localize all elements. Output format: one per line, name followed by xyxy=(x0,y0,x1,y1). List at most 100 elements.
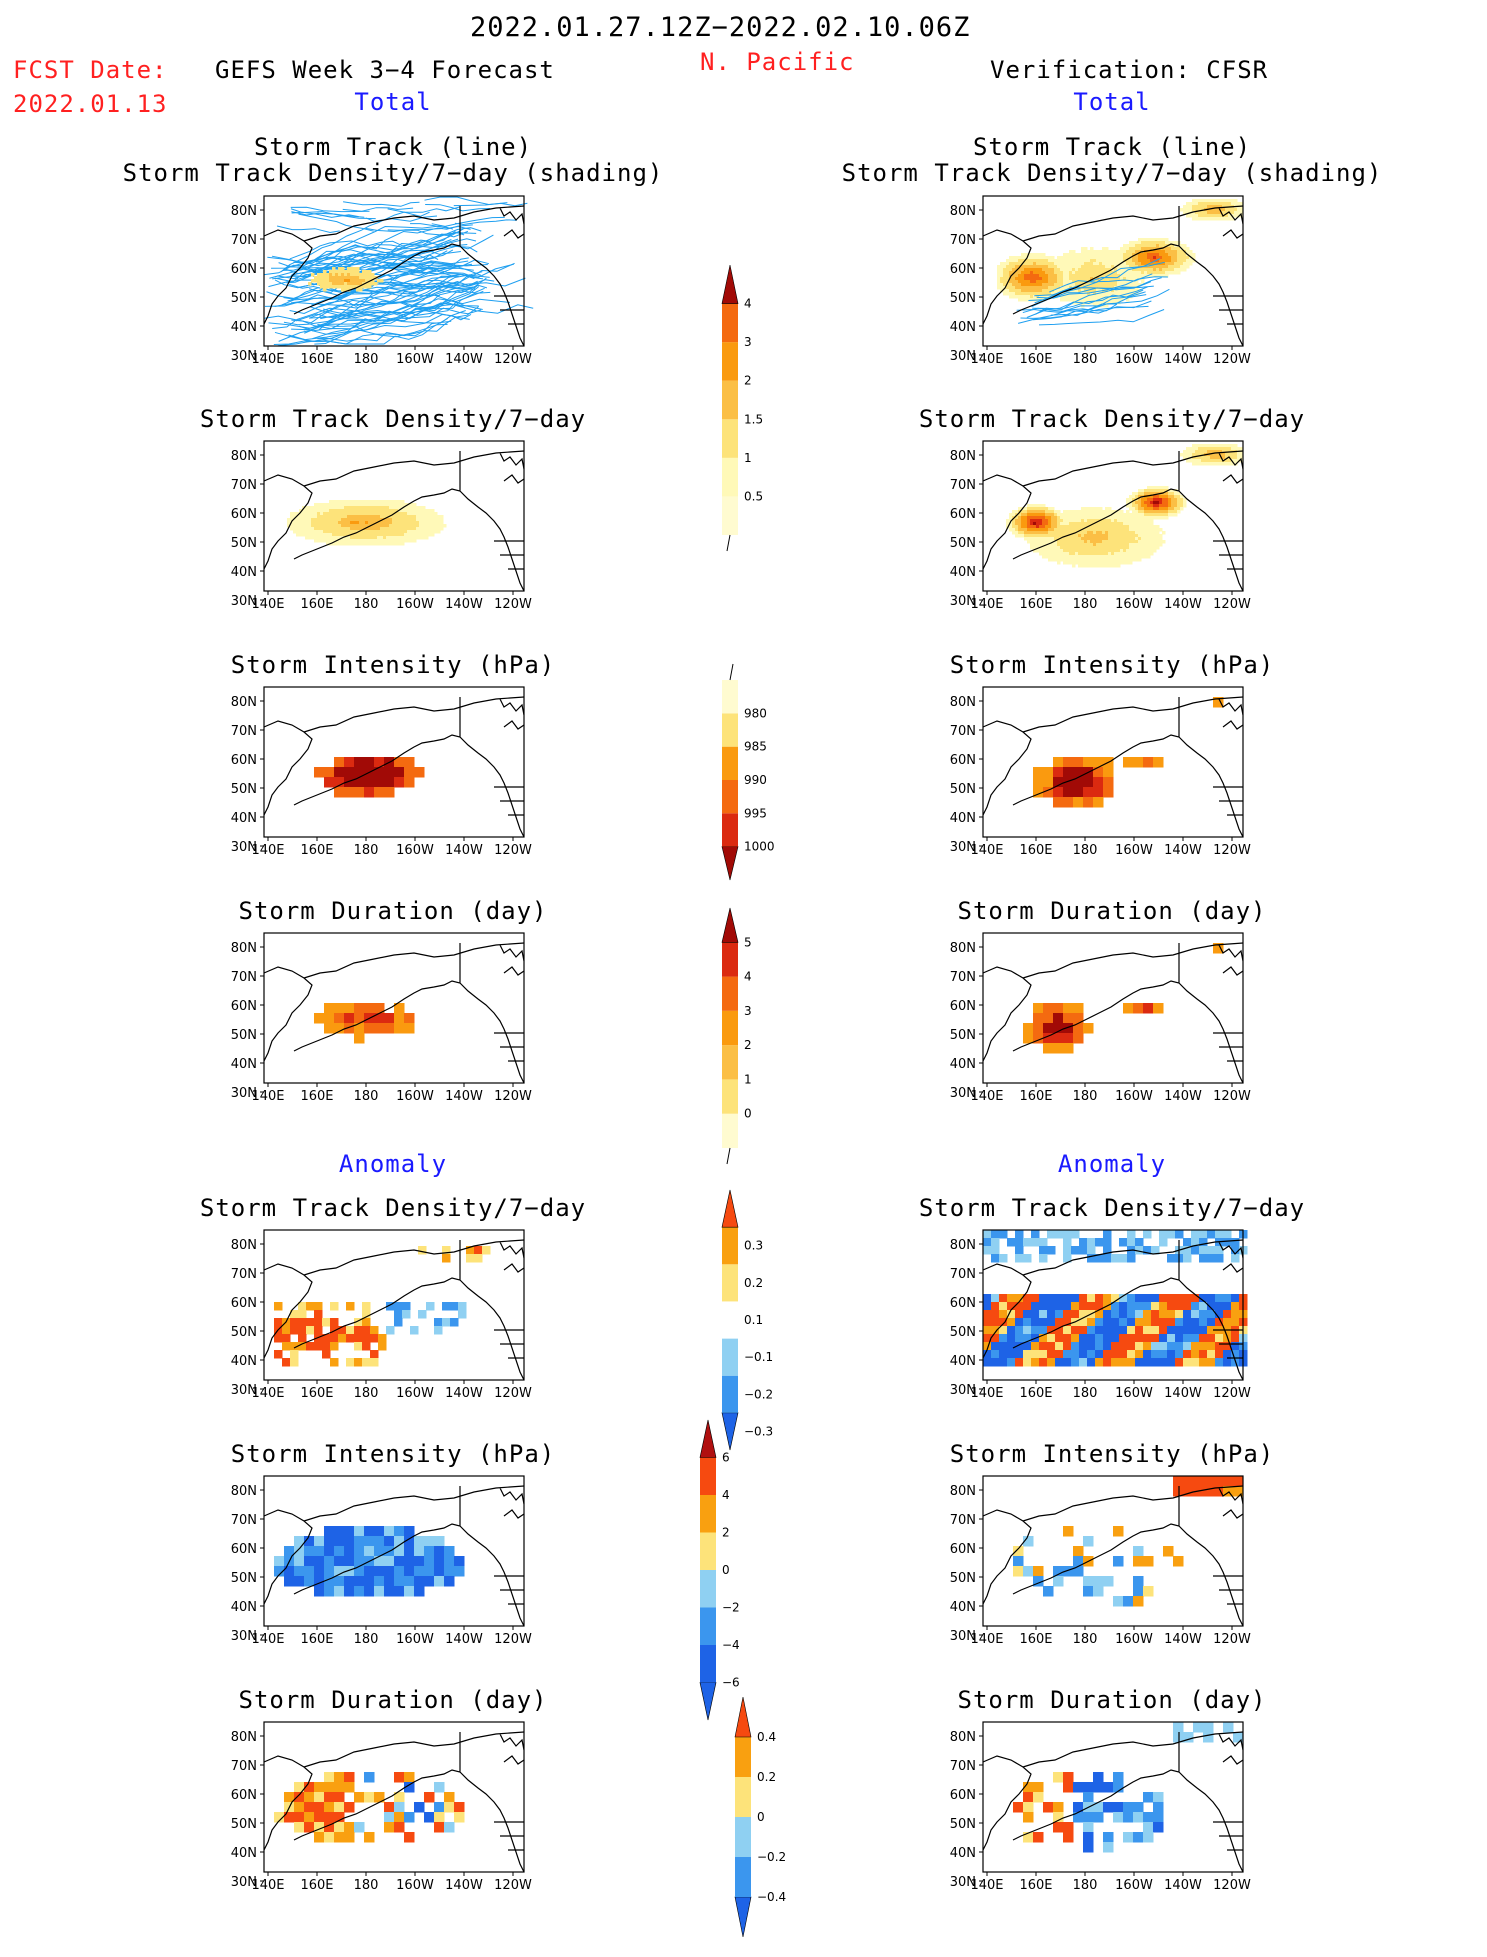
colorbar-tick-label: 1 xyxy=(744,1072,752,1086)
lat-tick-label: 30N xyxy=(950,1629,976,1644)
lon-tick-label: 160W xyxy=(396,1632,434,1647)
lon-tick-label: 140E xyxy=(251,1089,284,1104)
lon-tick-label: 160W xyxy=(1115,1089,1153,1104)
lon-tick-label: 140E xyxy=(970,1632,1003,1647)
lon-tick-label: 140W xyxy=(1164,1632,1202,1647)
lon-tick-label: 140E xyxy=(251,1878,284,1893)
lat-tick-label: 70N xyxy=(231,478,257,493)
colorbar-tick-label: −0.1 xyxy=(744,1350,773,1364)
lon-tick-label: 160W xyxy=(396,843,434,858)
lat-tick-label: 80N xyxy=(231,695,257,710)
lat-tick-label: 30N xyxy=(950,1875,976,1890)
lon-tick-label: 160W xyxy=(1115,597,1153,612)
lat-tick-label: 50N xyxy=(231,536,257,551)
lat-tick-label: 60N xyxy=(231,1788,257,1803)
lon-tick-label: 140W xyxy=(445,1386,483,1401)
lat-tick-label: 80N xyxy=(231,1730,257,1745)
lat-tick-label: 50N xyxy=(950,1571,976,1586)
colorbar-tick-label: 0 xyxy=(744,1107,752,1121)
lat-tick-label: 50N xyxy=(231,1028,257,1043)
lon-tick-label: 140W xyxy=(445,352,483,367)
lat-tick-label: 80N xyxy=(231,941,257,956)
lon-tick-label: 140W xyxy=(1164,1386,1202,1401)
colorbar-tick-label: 6 xyxy=(722,1451,730,1465)
lon-tick-label: 120W xyxy=(494,1386,532,1401)
colorbar-tick-label: 980 xyxy=(744,706,767,720)
lat-tick-label: 30N xyxy=(231,1383,257,1398)
lat-tick-label: 40N xyxy=(231,320,257,335)
colorbar-tick-label: −0.2 xyxy=(757,1850,786,1864)
lon-tick-label: 160E xyxy=(300,352,333,367)
colorbar-density-total: 0.5 1 1.5 2 3 4 xyxy=(721,264,763,552)
lon-tick-label: 140W xyxy=(1164,1089,1202,1104)
lat-tick-label: 80N xyxy=(231,1238,257,1253)
lat-tick-label: 50N xyxy=(950,1817,976,1832)
lat-tick-label: 30N xyxy=(231,1629,257,1644)
lat-tick-label: 70N xyxy=(950,1267,976,1282)
fcst-date-label: FCST Date: xyxy=(13,56,168,84)
lat-tick-label: 50N xyxy=(231,1325,257,1340)
lat-tick-label: 70N xyxy=(231,970,257,985)
lat-tick-label: 30N xyxy=(231,840,257,855)
lon-tick-label: 120W xyxy=(1213,1632,1251,1647)
panel-title-intensity-right: Storm Intensity (hPa) xyxy=(949,651,1275,679)
colorbar-tick-label: 3 xyxy=(744,335,752,349)
lon-tick-label: 180 xyxy=(1073,1878,1098,1893)
colorbar-tick-label: 1 xyxy=(744,451,752,465)
lon-tick-label: 140E xyxy=(251,1386,284,1401)
colorbar-intensity-anomaly: −6 −4 −2 0 2 4 6 xyxy=(699,1419,740,1721)
lat-tick-label: 40N xyxy=(950,1846,976,1861)
lon-tick-label: 180 xyxy=(354,352,379,367)
fcst-date-value: 2022.01.13 xyxy=(13,90,168,118)
lon-tick-label: 120W xyxy=(494,1089,532,1104)
colorbar-tick-label: 0.2 xyxy=(744,1276,763,1290)
lon-tick-label: 120W xyxy=(494,352,532,367)
lon-tick-label: 160E xyxy=(1019,1632,1052,1647)
lon-tick-label: 160W xyxy=(396,1089,434,1104)
colorbar-tick-label: 1000 xyxy=(744,840,775,854)
lon-tick-label: 160E xyxy=(1019,352,1052,367)
lon-tick-label: 140E xyxy=(970,843,1003,858)
lat-tick-label: 40N xyxy=(231,811,257,826)
colorbar-density-anomaly: −0.3 −0.2 −0.1 0.1 0.2 0.3 xyxy=(721,1189,773,1451)
lat-tick-label: 80N xyxy=(950,1730,976,1745)
colorbar-intensity-total: 1000 995 990 985 980 xyxy=(721,663,775,881)
forecast-title: GEFS Week 3−4 Forecast xyxy=(215,56,555,84)
lat-tick-label: 60N xyxy=(231,999,257,1014)
lat-tick-label: 30N xyxy=(950,349,976,364)
lon-tick-label: 160W xyxy=(396,597,434,612)
lon-tick-label: 180 xyxy=(1073,1089,1098,1104)
lat-tick-label: 30N xyxy=(231,1875,257,1890)
lon-tick-label: 140E xyxy=(251,597,284,612)
lon-tick-label: 120W xyxy=(1213,352,1251,367)
lon-tick-label: 180 xyxy=(354,843,379,858)
colorbar-tick-label: −0.2 xyxy=(744,1387,773,1401)
lat-tick-label: 70N xyxy=(950,970,976,985)
lon-tick-label: 120W xyxy=(1213,1878,1251,1893)
colorbar-tick-label: −6 xyxy=(722,1676,740,1690)
lat-tick-label: 50N xyxy=(950,291,976,306)
lon-tick-label: 120W xyxy=(494,1878,532,1893)
colorbar-tick-label: 0.4 xyxy=(757,1730,776,1744)
lat-tick-label: 80N xyxy=(950,941,976,956)
colorbar-tick-label: 4 xyxy=(722,1488,730,1502)
lon-tick-label: 180 xyxy=(1073,1632,1098,1647)
lon-tick-label: 160W xyxy=(1115,843,1153,858)
lat-tick-label: 40N xyxy=(950,320,976,335)
lon-tick-label: 160W xyxy=(1115,1632,1153,1647)
lon-tick-label: 140W xyxy=(1164,843,1202,858)
lat-tick-label: 30N xyxy=(950,594,976,609)
lon-tick-label: 160E xyxy=(1019,1386,1052,1401)
colorbar-tick-label: 2 xyxy=(744,1038,752,1052)
lat-tick-label: 40N xyxy=(950,811,976,826)
lon-tick-label: 160E xyxy=(300,843,333,858)
lon-tick-label: 140W xyxy=(1164,352,1202,367)
lat-tick-label: 70N xyxy=(950,233,976,248)
lon-tick-label: 140W xyxy=(445,843,483,858)
period-title: 2022.01.27.12Z−2022.02.10.06Z xyxy=(470,12,971,43)
